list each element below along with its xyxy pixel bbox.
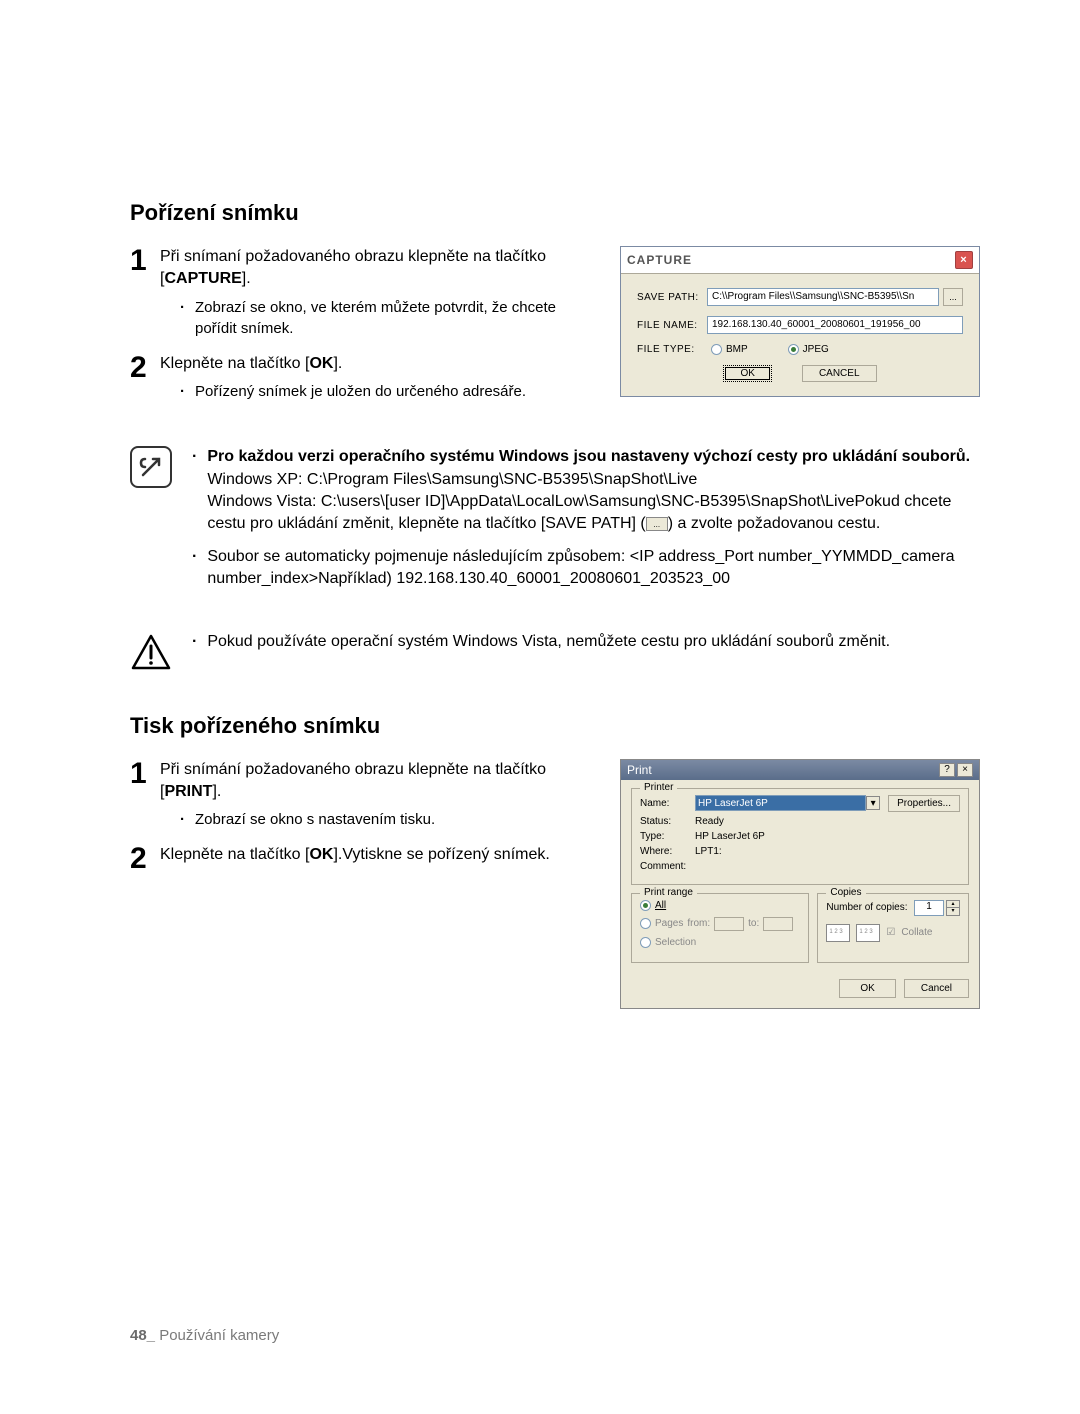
step-1: 1 Při snímání požadovaného obrazu klepně… <box>130 759 600 835</box>
radio-selection[interactable]: Selection <box>640 937 800 948</box>
text-bold: CAPTURE <box>164 270 241 287</box>
cancel-button[interactable]: CANCEL <box>802 365 877 382</box>
text: ]. <box>212 783 221 800</box>
step-1: 1 Při snímaní požadovaného obrazu klepně… <box>130 246 600 343</box>
radio-all[interactable]: All <box>640 900 800 911</box>
range-legend: Print range <box>640 887 697 898</box>
text-bold: Pro každou verzi operačního systému Wind… <box>207 448 970 465</box>
text-bold: OK <box>309 846 333 863</box>
dialog-title: Print <box>627 763 652 777</box>
ok-button[interactable]: OK <box>723 365 771 382</box>
name-label: Name: <box>640 798 695 809</box>
text: ]. <box>333 355 342 372</box>
path-button-inline: ... <box>646 517 668 531</box>
to-input[interactable] <box>763 917 793 931</box>
where-label: Where: <box>640 846 695 857</box>
step-text: Při snímaní požadovaného obrazu klepněte… <box>160 246 600 291</box>
properties-button[interactable]: Properties... <box>888 795 960 812</box>
note-icon <box>130 446 172 488</box>
file-name-input[interactable]: 192.168.130.40_60001_20080601_191956_00 <box>707 316 963 334</box>
save-path-label: SAVE PATH: <box>637 292 707 303</box>
collate-icon <box>826 924 850 942</box>
text-bold: PRINT <box>164 783 212 800</box>
note-bullet: Soubor se automaticky pojmenuje následuj… <box>192 546 980 591</box>
copies-input[interactable]: 1 <box>914 900 944 916</box>
text: ) a zvolte požadovanou cestu. <box>668 515 881 532</box>
bullet: Pořízený snímek je uložen do určeného ad… <box>180 381 600 402</box>
printer-legend: Printer <box>640 782 677 793</box>
page-footer: 48_ Používání kamery <box>130 1327 279 1344</box>
section-title-print: Tisk pořízeného snímku <box>130 713 980 739</box>
from-input[interactable] <box>714 917 744 931</box>
copies-legend: Copies <box>826 887 865 898</box>
close-icon[interactable]: × <box>955 251 973 269</box>
text: Windows XP: C:\Program Files\Samsung\SNC… <box>207 471 697 488</box>
page-number: 48_ <box>130 1327 155 1344</box>
footer-text: Používání kamery <box>155 1327 279 1344</box>
step-2: 2 Klepněte na tlačítko [OK]. Pořízený sn… <box>130 353 600 406</box>
step-text: Klepněte na tlačítko [OK]. <box>160 353 600 375</box>
step-number: 1 <box>130 759 160 835</box>
save-path-input[interactable]: C:\\Program Files\\Samsung\\SNC-B5395\\S… <box>707 288 939 306</box>
warning-bullet: Pokud používáte operační systém Windows … <box>192 631 980 653</box>
text: Klepněte na tlačítko [ <box>160 355 309 372</box>
browse-button[interactable]: ... <box>943 288 963 306</box>
copies-label: Number of copies: <box>826 902 907 913</box>
step-number: 2 <box>130 844 160 874</box>
cancel-button[interactable]: Cancel <box>904 979 969 998</box>
text: ]. <box>242 270 251 287</box>
text-bold: OK <box>309 355 333 372</box>
printer-select[interactable]: HP LaserJet 6P <box>695 795 866 811</box>
file-type-label: FILE TYPE: <box>637 344 707 355</box>
chevron-down-icon[interactable]: ▾ <box>866 796 880 810</box>
step-number: 2 <box>130 353 160 406</box>
radio-bmp[interactable]: BMP <box>711 344 748 355</box>
section-title-capture: Pořízení snímku <box>130 200 980 226</box>
text: Pokud používáte operační systém Windows … <box>207 631 890 653</box>
where-value: LPT1: <box>695 846 722 857</box>
bullet: Zobrazí se okno s nastavením tisku. <box>180 809 600 830</box>
step-number: 1 <box>130 246 160 343</box>
type-label: Type: <box>640 831 695 842</box>
ok-button[interactable]: OK <box>839 979 895 998</box>
text: Soubor se automaticky pojmenuje následuj… <box>207 546 980 591</box>
text: Klepněte na tlačítko [ <box>160 846 309 863</box>
help-icon[interactable]: ? <box>939 763 955 777</box>
radio-jpeg[interactable]: JPEG <box>788 344 829 355</box>
close-icon[interactable]: × <box>957 763 973 777</box>
note-bullet: Pro každou verzi operačního systému Wind… <box>192 446 980 536</box>
radio-pages[interactable]: Pages from: to: <box>640 917 800 931</box>
copies-spinner[interactable]: ▴▾ <box>946 900 960 916</box>
step-text: Klepněte na tlačítko [OK].Vytiskne se po… <box>160 844 600 866</box>
step-2: 2 Klepněte na tlačítko [OK].Vytiskne se … <box>130 844 600 874</box>
bullet: Zobrazí se okno, ve kterém můžete potvrd… <box>180 297 600 339</box>
collate-icon <box>856 924 880 942</box>
warning-icon <box>130 631 172 673</box>
file-name-label: FILE NAME: <box>637 320 707 331</box>
type-value: HP LaserJet 6P <box>695 831 765 842</box>
text: ].Vytiskne se pořízený snímek. <box>333 846 549 863</box>
status-value: Ready <box>695 816 724 827</box>
dialog-title: CAPTURE <box>627 253 692 267</box>
print-dialog: Print ? × Printer Name: HP Lase <box>620 759 980 1009</box>
capture-dialog: CAPTURE × SAVE PATH: C:\\Program Files\\… <box>620 246 980 397</box>
status-label: Status: <box>640 816 695 827</box>
collate-label: Collate <box>901 927 932 938</box>
comment-label: Comment: <box>640 861 695 872</box>
step-text: Při snímání požadovaného obrazu klepněte… <box>160 759 600 804</box>
